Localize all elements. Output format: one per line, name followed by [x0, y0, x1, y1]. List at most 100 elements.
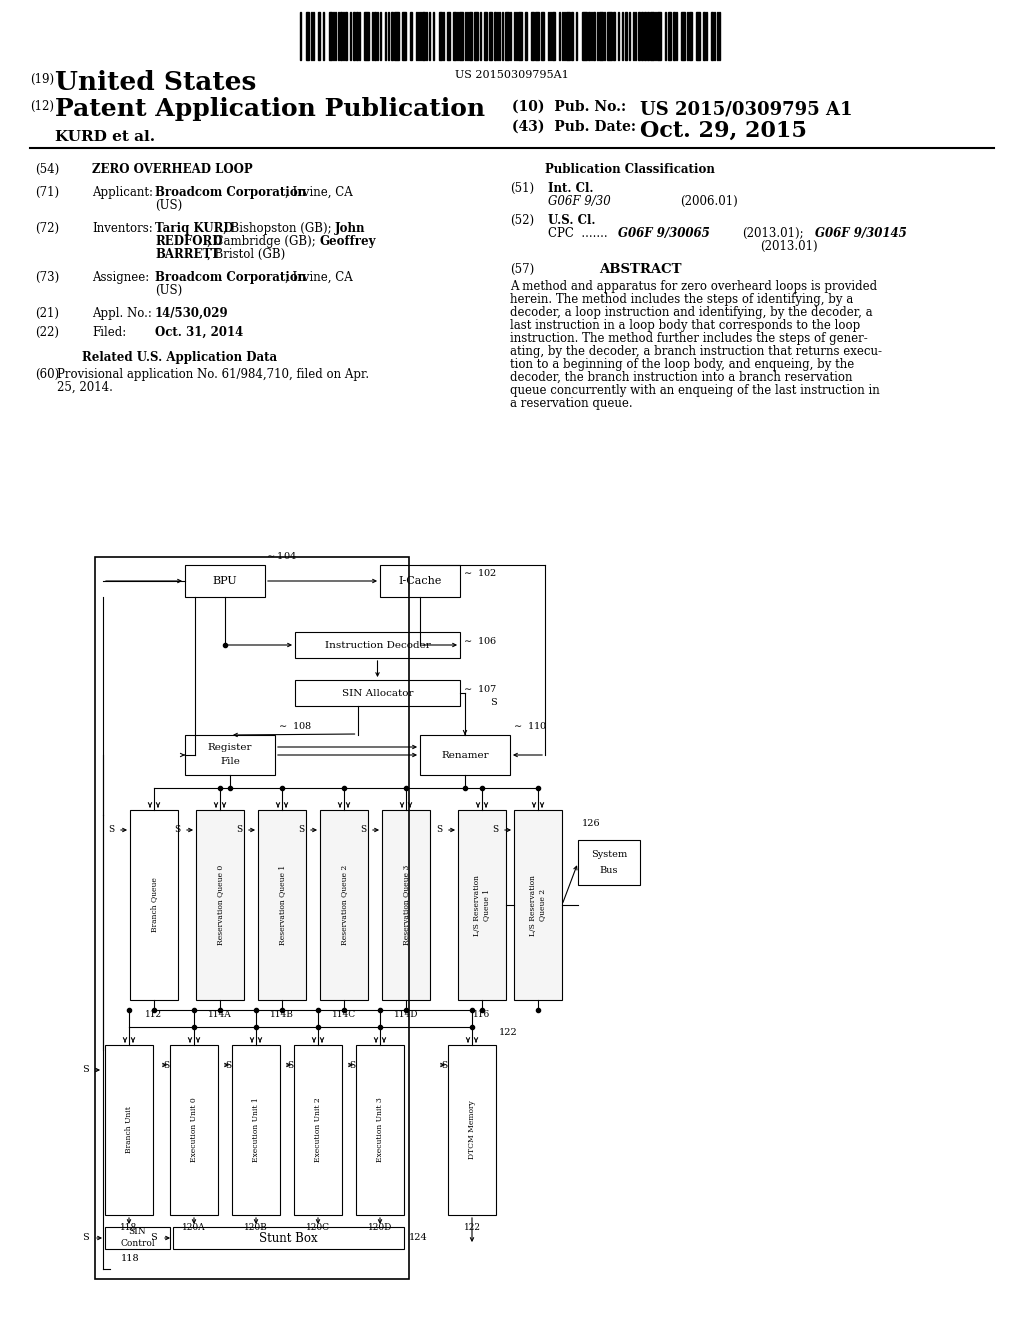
Bar — [571, 12, 573, 59]
Text: S: S — [108, 825, 114, 834]
Bar — [484, 12, 487, 59]
Bar — [196, 810, 244, 1001]
Text: 114A: 114A — [208, 1010, 231, 1019]
Bar — [494, 12, 496, 59]
Text: 120D: 120D — [368, 1224, 392, 1232]
Text: G06F 9/30145: G06F 9/30145 — [815, 227, 906, 240]
Bar — [295, 680, 460, 706]
Bar — [319, 810, 368, 1001]
Bar — [541, 12, 544, 59]
Text: Execution Unit 1: Execution Unit 1 — [252, 1098, 260, 1163]
Bar — [696, 12, 700, 59]
Text: $\sim$ 107: $\sim$ 107 — [462, 682, 497, 694]
Text: 126: 126 — [582, 818, 601, 828]
Text: (52): (52) — [510, 214, 535, 227]
Bar — [95, 557, 409, 1279]
Bar — [105, 1228, 170, 1249]
Text: instruction. The method further includes the steps of gener-: instruction. The method further includes… — [510, 333, 867, 345]
Text: 112: 112 — [145, 1010, 163, 1019]
Text: Provisional application No. 61/984,710, filed on Apr.: Provisional application No. 61/984,710, … — [57, 368, 369, 381]
Bar — [356, 1045, 404, 1214]
Text: Branch Queue: Branch Queue — [150, 878, 158, 932]
Text: REDFORD: REDFORD — [155, 235, 222, 248]
Text: Bus: Bus — [600, 866, 618, 875]
Bar — [489, 12, 492, 59]
Text: System: System — [591, 850, 627, 859]
Text: Register: Register — [208, 743, 252, 752]
Text: John: John — [335, 222, 366, 235]
Bar — [130, 810, 178, 1001]
Text: (57): (57) — [510, 263, 535, 276]
Bar — [422, 12, 425, 59]
Text: Execution Unit 2: Execution Unit 2 — [314, 1098, 322, 1163]
Bar — [353, 12, 355, 59]
Text: Control: Control — [120, 1239, 155, 1249]
Bar — [535, 12, 539, 59]
Text: decoder, a loop instruction and identifying, by the decoder, a: decoder, a loop instruction and identify… — [510, 306, 872, 319]
Text: Filed:: Filed: — [92, 326, 126, 339]
Text: ZERO OVERHEAD LOOP: ZERO OVERHEAD LOOP — [92, 162, 253, 176]
Bar — [531, 12, 534, 59]
Text: 25, 2014.: 25, 2014. — [57, 381, 113, 393]
Text: United States: United States — [55, 70, 256, 95]
Text: Broadcom Corporation: Broadcom Corporation — [155, 186, 306, 199]
Text: 118: 118 — [121, 1254, 139, 1263]
Bar — [474, 12, 478, 59]
Text: (19): (19) — [30, 73, 54, 86]
Bar — [185, 735, 275, 775]
Text: Publication Classification: Publication Classification — [545, 162, 715, 176]
Text: (10)  Pub. No.:: (10) Pub. No.: — [512, 100, 626, 114]
Text: (54): (54) — [35, 162, 59, 176]
Text: herein. The method includes the steps of identifying, by a: herein. The method includes the steps of… — [510, 293, 853, 306]
Text: S: S — [287, 1060, 293, 1069]
Text: L/S Reservation
Queue 2: L/S Reservation Queue 2 — [529, 874, 547, 936]
Bar — [625, 12, 627, 59]
Text: 120C: 120C — [306, 1224, 330, 1232]
Bar — [552, 12, 555, 59]
Text: decoder, the branch instruction into a branch reservation: decoder, the branch instruction into a b… — [510, 371, 853, 384]
Bar — [613, 12, 615, 59]
Bar — [711, 12, 713, 59]
Bar — [105, 1045, 153, 1214]
Text: queue concurrently with an enqueing of the last instruction in: queue concurrently with an enqueing of t… — [510, 384, 880, 397]
Text: $\sim$ 110: $\sim$ 110 — [512, 719, 547, 731]
Bar — [588, 12, 590, 59]
Bar — [420, 735, 510, 775]
Text: 114B: 114B — [270, 1010, 294, 1019]
Text: 14/530,029: 14/530,029 — [155, 308, 228, 319]
Text: 124: 124 — [409, 1233, 428, 1242]
Bar — [505, 12, 509, 59]
Text: Patent Application Publication: Patent Application Publication — [55, 96, 485, 121]
Bar — [514, 810, 562, 1001]
Text: SIN: SIN — [129, 1228, 146, 1237]
Bar — [578, 840, 640, 884]
Bar — [340, 12, 342, 59]
Bar — [593, 12, 595, 59]
Text: , Bishopston (GB);: , Bishopston (GB); — [223, 222, 332, 235]
Text: (21): (21) — [35, 308, 59, 319]
Text: Reservation Queue 3: Reservation Queue 3 — [402, 865, 410, 945]
Bar — [356, 12, 358, 59]
Bar — [258, 810, 306, 1001]
Text: S: S — [490, 698, 497, 708]
Text: a reservation queue.: a reservation queue. — [510, 397, 633, 411]
Bar — [306, 12, 309, 59]
Bar — [374, 12, 376, 59]
Text: $\sim$104: $\sim$104 — [265, 550, 297, 561]
Bar — [703, 12, 705, 59]
Text: (12): (12) — [30, 100, 54, 114]
Text: Broadcom Corporation: Broadcom Corporation — [155, 271, 306, 284]
Text: 114C: 114C — [332, 1010, 356, 1019]
Text: (60): (60) — [35, 368, 59, 381]
Bar — [689, 12, 692, 59]
Bar — [173, 1228, 404, 1249]
Bar — [518, 12, 522, 59]
Bar — [410, 12, 412, 59]
Text: File: File — [220, 758, 240, 767]
Text: 120B: 120B — [244, 1224, 268, 1232]
Text: (43)  Pub. Date:: (43) Pub. Date: — [512, 120, 636, 135]
Bar — [382, 810, 430, 1001]
Text: DTCM Memory: DTCM Memory — [468, 1101, 476, 1159]
Text: (73): (73) — [35, 271, 59, 284]
Text: Reservation Queue 1: Reservation Queue 1 — [278, 865, 286, 945]
